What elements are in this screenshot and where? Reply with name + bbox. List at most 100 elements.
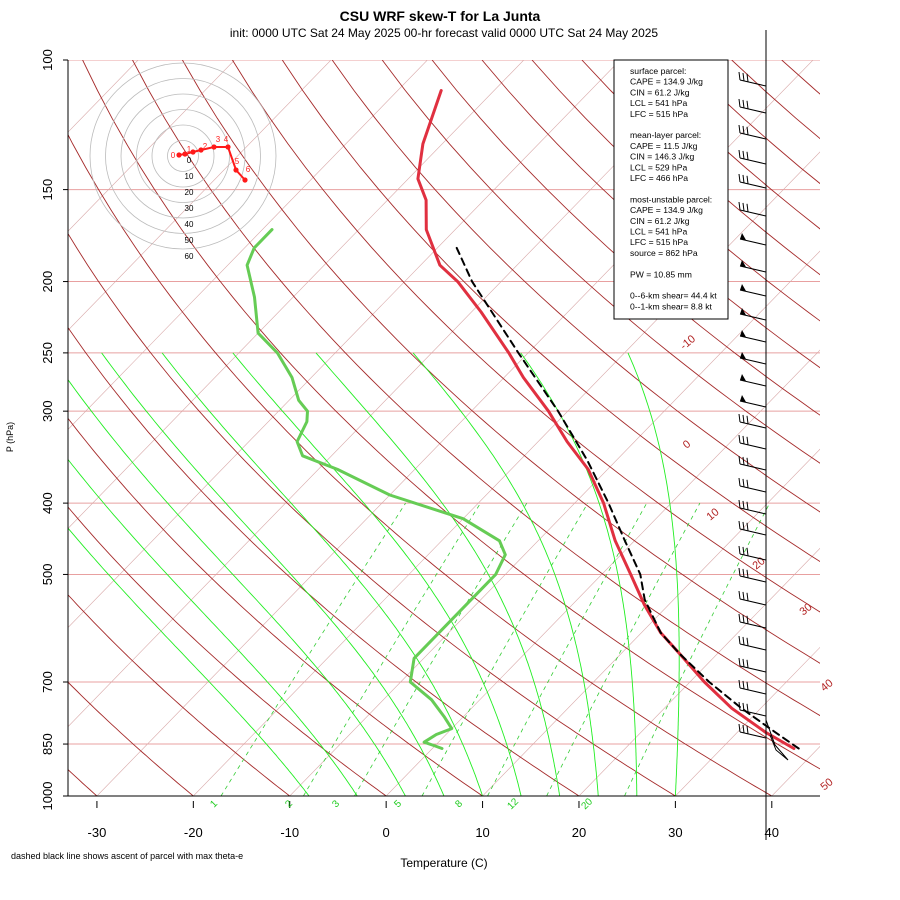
hodograph-height-label: 3 [216, 135, 221, 144]
moist-adiabat [232, 352, 522, 796]
isobar-lines [68, 60, 820, 796]
wind-barb-feather [742, 125, 745, 134]
hodograph-ring-label: 30 [185, 204, 194, 213]
dry-adiabat [381, 60, 820, 464]
isotherm-label: 0 [681, 438, 693, 451]
wind-barb-feather [738, 567, 741, 577]
isotherm-line [385, 349, 820, 796]
wind-barb-staff [739, 643, 767, 651]
wind-barb-flag [740, 330, 746, 337]
mixing-ratio-label: 2 [283, 798, 295, 810]
wind-barb-feather [746, 522, 749, 531]
hodograph-point [190, 149, 196, 155]
wind-barb-feather [746, 126, 749, 135]
wind-barb-staff [739, 379, 767, 387]
wind-barb-feather [742, 521, 745, 530]
wind-barb-feather [746, 592, 749, 601]
dry-adiabat [68, 133, 773, 796]
wind-barb-staff [739, 621, 767, 629]
wind-barb-feather [742, 435, 745, 444]
wind-barb-staff [739, 357, 767, 365]
wind-barb-feather [738, 590, 741, 600]
wind-barb-feather [746, 73, 749, 82]
isotherm-line [853, 26, 900, 811]
wind-barb-flag [740, 260, 746, 267]
wind-barb-flag [740, 284, 746, 291]
wind-barb-staff [739, 181, 767, 189]
wind-barb-staff [739, 209, 767, 217]
moist-adiabat [161, 352, 484, 796]
wind-barb-feather [746, 203, 749, 212]
hodograph-ring-label: 50 [185, 236, 194, 245]
wind-barb-feather [746, 501, 749, 510]
wind-barb-flag [740, 395, 746, 402]
wind-barb-staff [739, 709, 767, 717]
isotherm-line [482, 448, 820, 796]
hodograph: 0 10 20 30 40 50 60 0 1 23 4 56 [89, 62, 277, 261]
moist-adiabat [315, 352, 561, 796]
moist-adiabat-lines [68, 352, 680, 796]
wind-barb-feather [742, 414, 745, 423]
wind-barb-feather [742, 478, 745, 487]
wind-barb-feather [742, 680, 745, 689]
wind-barb-feather [738, 545, 741, 555]
info-box-line: LCL = 541 hPa [630, 98, 687, 108]
dry-adiabat [68, 326, 580, 796]
wind-barb-feather [742, 636, 745, 645]
info-box-frame [613, 59, 729, 320]
wind-barb-staff [739, 238, 767, 246]
wind-barb-feather [738, 657, 741, 667]
footnote: dashed black line shows ascent of parcel… [11, 851, 243, 861]
pressure-tick-label: 100 [40, 49, 55, 71]
isotherm-line [96, 60, 814, 796]
mixing-ratio-label: 3 [330, 798, 342, 810]
isotherm-line [68, 60, 428, 430]
wind-barb-feather [738, 413, 741, 423]
wind-barb-feather [742, 202, 745, 211]
wind-barb-feather [738, 679, 741, 689]
wind-barb-feather [746, 479, 749, 488]
dry-adiabat [832, 60, 900, 812]
hodograph-ring-label: 40 [185, 220, 194, 229]
isotherm-line [192, 151, 820, 796]
wind-barb-staff [739, 157, 767, 165]
wind-barb-feather [738, 723, 741, 733]
wind-barb-staff [739, 400, 767, 408]
wind-barb-feather [742, 702, 745, 711]
dry-adiabat [68, 232, 677, 796]
dewpoint-trace [245, 228, 507, 750]
parcel-trace [455, 246, 800, 750]
wind-barb-feather [746, 100, 749, 109]
wind-barb-feather [742, 72, 745, 81]
temperature-tick-label: 10 [475, 825, 489, 840]
pressure-tick-label: 500 [40, 564, 55, 586]
wind-barb-feather [738, 455, 741, 465]
pressure-ticks: 100 150 200 250 300 400 500 700 850 1000 [40, 49, 68, 810]
wind-barb-staff [739, 665, 767, 673]
info-box-line: LFC = 466 hPa [630, 173, 688, 183]
isotherm-line [289, 250, 820, 796]
wind-barb-feather [738, 477, 741, 487]
dry-adiabat [68, 506, 387, 796]
isotherm-line [578, 547, 820, 796]
info-box-line: CAPE = 134.9 J/kg [630, 205, 703, 215]
wind-barb-staff [739, 335, 767, 343]
dry-adiabat [68, 681, 195, 796]
info-box-line: CIN = 146.3 J/kg [630, 152, 694, 162]
hodograph-height-label: 1 [187, 145, 192, 154]
dry-adiabat [82, 60, 820, 770]
wind-barb-feather [746, 637, 749, 646]
chart-title: CSU WRF skew-T for La Junta [340, 8, 541, 24]
wind-barb-feather [742, 150, 745, 159]
isotherm-label: 10 [705, 506, 722, 523]
dry-adiabat [132, 60, 820, 717]
info-box-line: source = 862 hPa [630, 248, 698, 258]
pressure-tick-label: 200 [40, 271, 55, 293]
info-box-line: 0--1-km shear= 8.8 kt [630, 301, 713, 311]
moist-adiabat [520, 352, 638, 796]
pressure-tick-label: 700 [40, 671, 55, 693]
wind-barb-flag [740, 233, 746, 240]
pressure-tick-label: 150 [40, 179, 55, 201]
isotherm-label: 50 [819, 776, 836, 793]
